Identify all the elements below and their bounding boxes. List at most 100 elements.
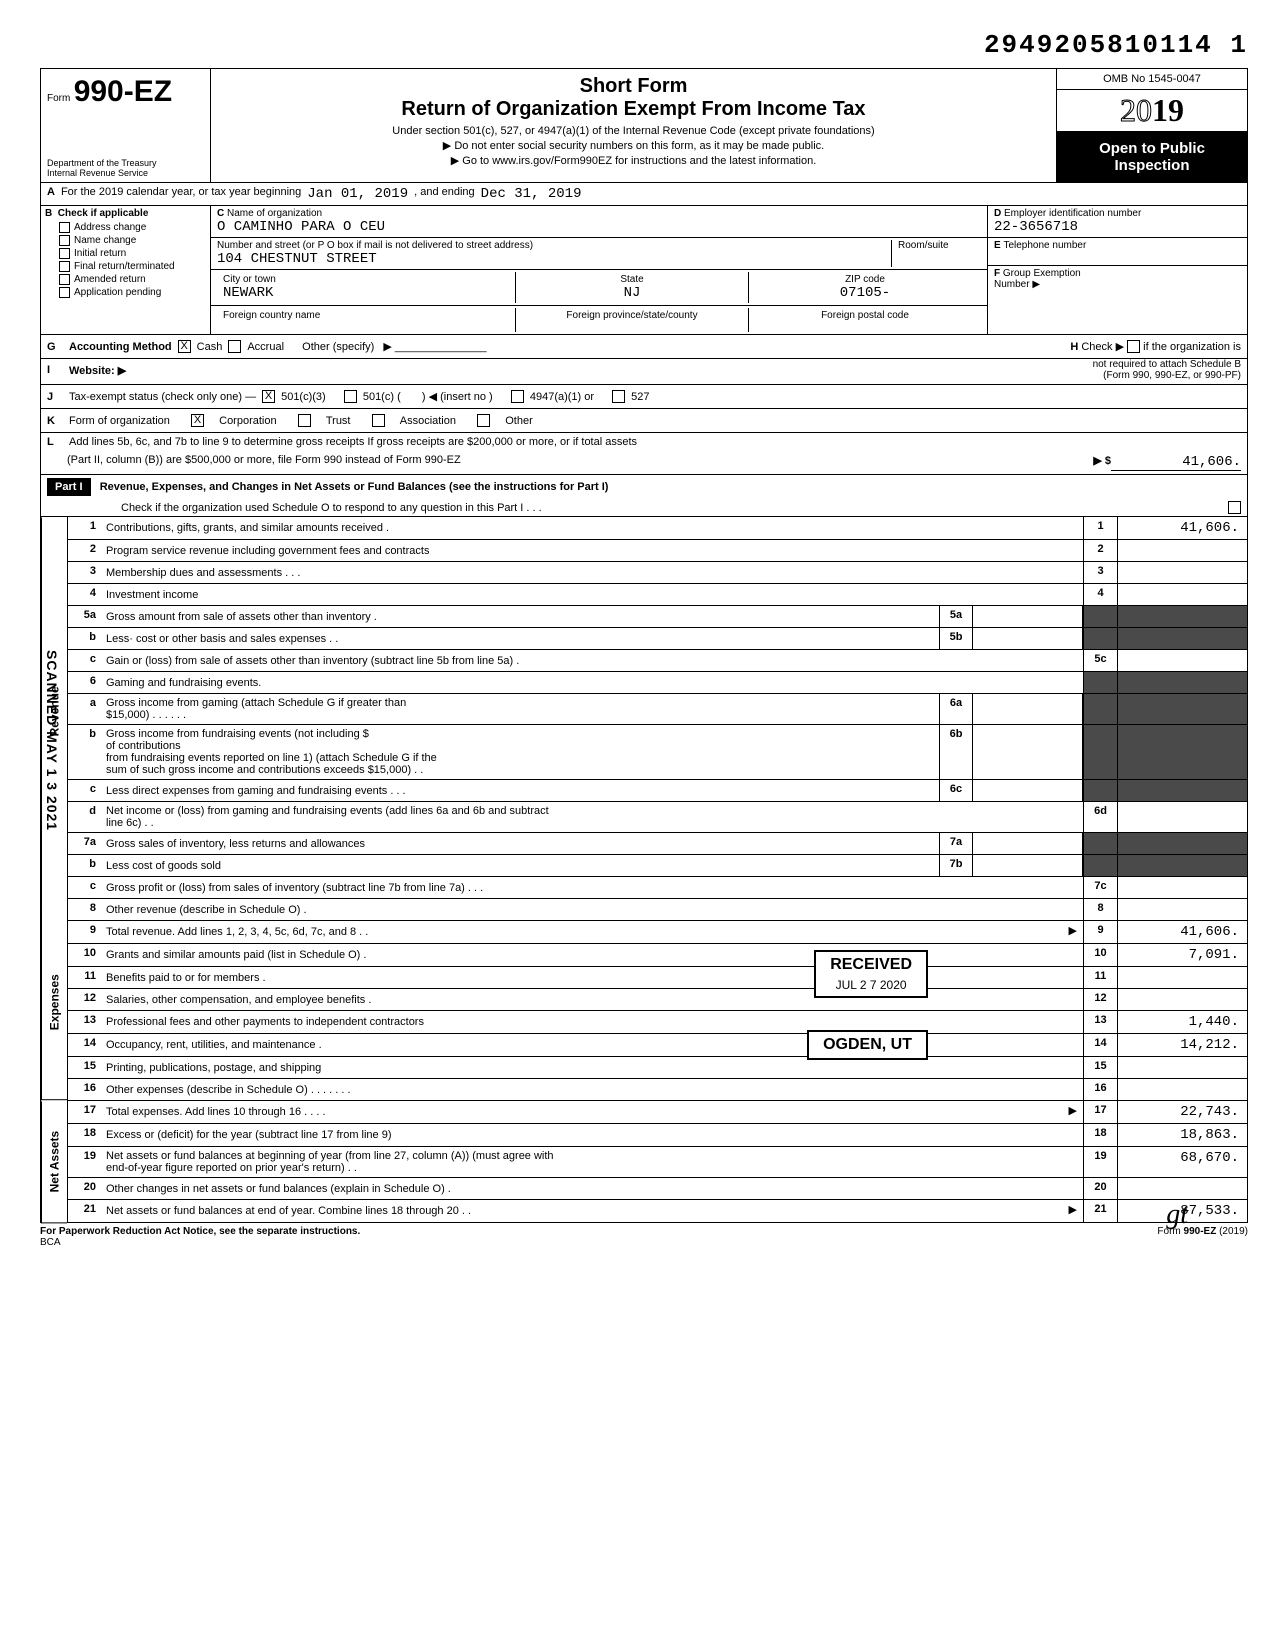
tag-g: G xyxy=(47,341,63,353)
row-r3: 3Membership dues and assessments . . .3 xyxy=(68,562,1247,584)
chk-pending[interactable]: Application pending xyxy=(41,286,210,299)
received-text: RECEIVED xyxy=(830,956,912,974)
tag-f: F xyxy=(994,268,1000,279)
part-1-header: Part I Revenue, Expenses, and Changes in… xyxy=(40,475,1248,517)
row-r17: 17Total expenses. Add lines 10 through 1… xyxy=(68,1101,1247,1124)
chk-other-org[interactable] xyxy=(477,414,490,427)
form-number: 990-EZ xyxy=(74,75,172,108)
form-header: Form 990-EZ Department of the Treasury I… xyxy=(40,68,1248,183)
insert-no: ) ◀ (insert no ) xyxy=(422,390,493,403)
foreign-prov-label: Foreign province/state/county xyxy=(566,310,697,321)
gross-receipts: 41,606. xyxy=(1111,454,1241,471)
row-r6d: dNet income or (loss) from gaming and fu… xyxy=(68,802,1247,833)
ein-label: Employer identification number xyxy=(1004,208,1141,219)
line-l-text2: (Part II, column (B)) are $500,000 or mo… xyxy=(67,454,461,471)
chk-trust[interactable] xyxy=(298,414,311,427)
name-label: Name of organization xyxy=(227,208,322,219)
street-value: 104 CHESTNUT STREET xyxy=(217,251,377,267)
group-label: Group Exemption xyxy=(1003,268,1081,279)
501c-label: 501(c) ( xyxy=(363,391,401,403)
part-1-label: Part I xyxy=(47,478,91,496)
tax-exempt-label: Tax-exempt status (check only one) — xyxy=(69,391,256,403)
chk-final-return[interactable]: Final return/terminated xyxy=(41,260,210,273)
part-1-grid: Revenue Expenses Net Assets 1Contributio… xyxy=(40,517,1248,1223)
footer: For Paperwork Reduction Act Notice, see … xyxy=(40,1223,1248,1251)
row-r8: 8Other revenue (describe in Schedule O) … xyxy=(68,899,1247,921)
trust-label: Trust xyxy=(326,415,351,427)
row-r15: 15Printing, publications, postage, and s… xyxy=(68,1057,1247,1079)
row-r7b: bLess cost of goods sold7b xyxy=(68,855,1247,877)
row-r13: 13Professional fees and other payments t… xyxy=(68,1011,1247,1034)
page-number: 2949205810114 1 xyxy=(40,30,1248,60)
chk-501c[interactable] xyxy=(344,390,357,403)
title-return: Return of Organization Exempt From Incom… xyxy=(221,98,1046,121)
room-label: Room/suite xyxy=(898,240,949,251)
tag-b: B xyxy=(45,208,52,219)
check-if-applicable: Check if applicable xyxy=(58,208,149,219)
signature: gt xyxy=(1166,1199,1188,1231)
row-r16: 16Other expenses (describe in Schedule O… xyxy=(68,1079,1247,1101)
chk-527[interactable] xyxy=(612,390,625,403)
chk-association[interactable] xyxy=(372,414,385,427)
open-public-2: Inspection xyxy=(1061,157,1243,174)
row-r5a: 5aGross amount from sale of assets other… xyxy=(68,606,1247,628)
omb-number: OMB No 1545-0047 xyxy=(1057,69,1247,90)
chk-address-change[interactable]: Address change xyxy=(41,221,210,234)
other-org-label: Other xyxy=(505,415,533,427)
row-r6a: aGross income from gaming (attach Schedu… xyxy=(68,694,1247,725)
row-r6: 6Gaming and fundraising events. xyxy=(68,672,1247,694)
line-a-mid: , and ending xyxy=(414,186,475,202)
chk-4947[interactable] xyxy=(511,390,524,403)
row-r11: 11Benefits paid to or for members .11 xyxy=(68,967,1247,989)
row-r19: 19Net assets or fund balances at beginni… xyxy=(68,1147,1247,1178)
row-r9: 9Total revenue. Add lines 1, 2, 3, 4, 5c… xyxy=(68,921,1247,944)
instruction-2: ▶ Go to www.irs.gov/Form990EZ for instru… xyxy=(221,154,1046,167)
footer-bca: BCA xyxy=(40,1237,61,1248)
group-number: Number ▶ xyxy=(994,279,1040,290)
chk-schedule-o[interactable] xyxy=(1228,501,1241,514)
section-netassets: Net Assets xyxy=(41,1101,67,1223)
row-r5b: bLess· cost or other basis and sales exp… xyxy=(68,628,1247,650)
other-specify-label: Other (specify) xyxy=(302,341,374,353)
chk-initial-return[interactable]: Initial return xyxy=(41,247,210,260)
ein-value: 22-3656718 xyxy=(994,219,1078,235)
corporation-label: Corporation xyxy=(219,415,276,427)
h-text-1: if the organization is xyxy=(1143,341,1241,353)
received-stamp: RECEIVED JUL 2 7 2020 xyxy=(814,950,928,998)
tag-e: E xyxy=(994,240,1001,251)
dept-treasury: Department of the Treasury xyxy=(47,158,157,168)
accrual-label: Accrual xyxy=(247,341,284,353)
527-label: 527 xyxy=(631,391,649,403)
form-of-org-label: Form of organization xyxy=(69,415,170,427)
tag-k: K xyxy=(47,415,63,427)
row-r6b: bGross income from fundraising events (n… xyxy=(68,725,1247,780)
line-k: K Form of organization X Corporation Tru… xyxy=(40,409,1248,433)
part-1-title: Revenue, Expenses, and Changes in Net As… xyxy=(100,481,609,493)
form-prefix: Form xyxy=(47,93,70,104)
foreign-country-label: Foreign country name xyxy=(223,310,320,321)
org-name: O CAMINHO PARA O CEU xyxy=(217,219,385,235)
chk-cash[interactable]: X xyxy=(178,340,191,353)
row-r12: 12Salaries, other compensation, and empl… xyxy=(68,989,1247,1011)
501c3-label: 501(c)(3) xyxy=(281,391,326,403)
chk-name-change[interactable]: Name change xyxy=(41,234,210,247)
chk-501c3[interactable]: X xyxy=(262,390,275,403)
chk-schedule-b[interactable] xyxy=(1127,340,1140,353)
chk-amended[interactable]: Amended return xyxy=(41,273,210,286)
row-r5c: cGain or (loss) from sale of assets othe… xyxy=(68,650,1247,672)
row-r7a: 7aGross sales of inventory, less returns… xyxy=(68,833,1247,855)
org-info-block: B Check if applicable Address change Nam… xyxy=(40,206,1248,335)
dept-irs: Internal Revenue Service xyxy=(47,168,157,178)
ogden-text: OGDEN, UT xyxy=(823,1036,912,1053)
section-revenue: Revenue xyxy=(41,517,67,905)
4947-label: 4947(a)(1) or xyxy=(530,391,594,403)
state-label: State xyxy=(620,274,643,285)
chk-corporation[interactable]: X xyxy=(191,414,204,427)
zip-value: 07105- xyxy=(840,285,890,301)
chk-accrual[interactable] xyxy=(228,340,241,353)
row-r7c: cGross profit or (loss) from sales of in… xyxy=(68,877,1247,899)
row-r10: 10Grants and similar amounts paid (list … xyxy=(68,944,1247,967)
row-r1: 1Contributions, gifts, grants, and simil… xyxy=(68,517,1247,540)
year-prefix: 20 xyxy=(1120,92,1152,128)
tag-d: D xyxy=(994,208,1001,219)
